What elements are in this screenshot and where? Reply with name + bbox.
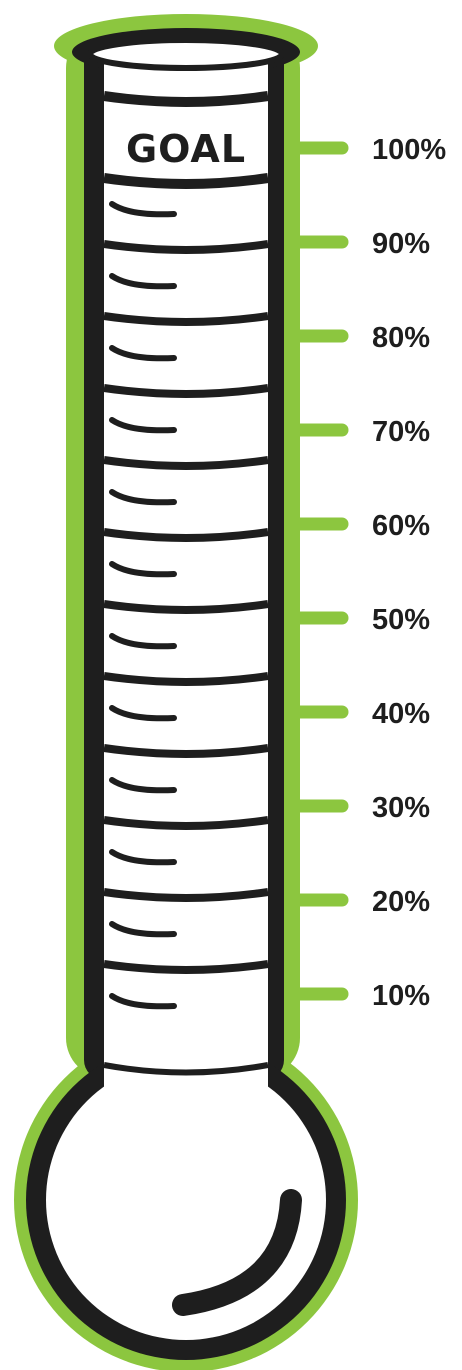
scale-label: 100% bbox=[372, 134, 446, 166]
glass-rib bbox=[103, 312, 269, 326]
glass-rib bbox=[103, 816, 269, 830]
glass-rib bbox=[103, 672, 269, 686]
glass-rib bbox=[103, 744, 269, 758]
goal-band: GOAL bbox=[103, 91, 269, 189]
scale-labels: 100% 90% 80% 70% 60% 50% 40% 30% 20% 10% bbox=[372, 134, 446, 1012]
scale-label: 10% bbox=[372, 980, 430, 1012]
glass-mark bbox=[109, 417, 177, 434]
scale-ticks bbox=[283, 141, 349, 1001]
goal-label: GOAL bbox=[126, 127, 246, 171]
scale-label: 40% bbox=[372, 698, 430, 730]
glass-mark bbox=[109, 777, 177, 794]
glass-mark bbox=[109, 561, 177, 578]
scale-label: 60% bbox=[372, 510, 430, 542]
glass-rib bbox=[103, 240, 269, 254]
glass-mark bbox=[109, 345, 177, 362]
glass-mark bbox=[109, 993, 177, 1010]
scale-label: 90% bbox=[372, 228, 430, 260]
glass-mark bbox=[109, 489, 177, 506]
bulb-neck bbox=[103, 1062, 269, 1076]
glass-mark bbox=[109, 633, 177, 650]
glass-rib bbox=[103, 600, 269, 614]
glass-rib bbox=[103, 888, 269, 902]
glass-rib bbox=[103, 528, 269, 542]
scale-label: 30% bbox=[372, 792, 430, 824]
glass-rib bbox=[103, 960, 269, 974]
glass-mark bbox=[109, 921, 177, 938]
scale-label: 20% bbox=[372, 886, 430, 918]
glass-mark bbox=[109, 273, 177, 290]
glass-rib bbox=[103, 456, 269, 470]
glass-ribs bbox=[103, 201, 269, 1010]
glass-mark bbox=[109, 705, 177, 722]
scale-label: 70% bbox=[372, 416, 430, 448]
glass-mark bbox=[109, 849, 177, 866]
glass-mark bbox=[109, 201, 177, 218]
bulb-highlight bbox=[172, 1189, 302, 1316]
glass-rib bbox=[103, 384, 269, 398]
scale-label: 80% bbox=[372, 322, 430, 354]
scale-label: 50% bbox=[372, 604, 430, 636]
